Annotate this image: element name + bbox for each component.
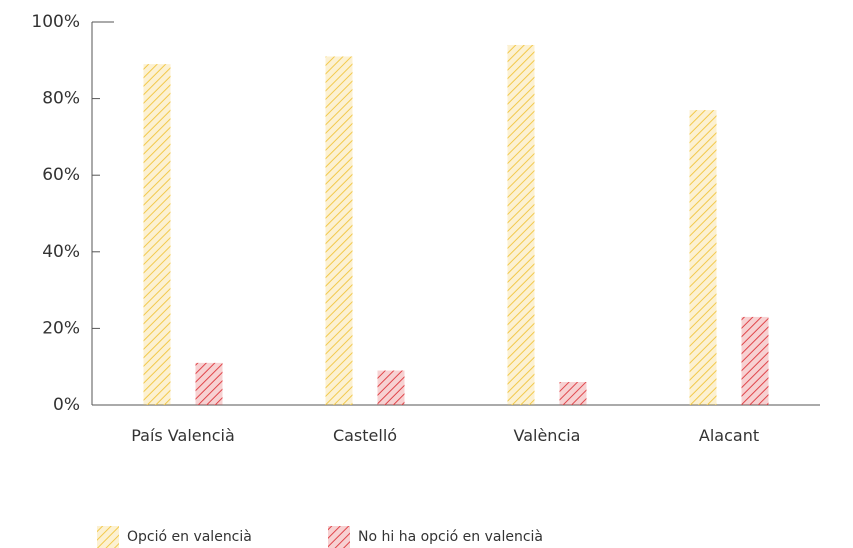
bar (325, 56, 353, 405)
y-tick-label: 0% (53, 395, 80, 415)
x-tick-label: Castelló (332, 426, 398, 445)
bar (143, 64, 171, 405)
y-tick-label: 40% (42, 242, 80, 262)
y-tick-label: 60% (42, 165, 80, 185)
y-tick-label: 80% (42, 89, 80, 109)
x-tick-label: País Valencià (131, 426, 235, 445)
bar (689, 110, 717, 405)
legend-label: Opció en valencià (127, 529, 252, 545)
legend-swatch (97, 526, 119, 548)
legend-swatch (328, 526, 350, 548)
bar (377, 370, 405, 405)
legend-label: No hi ha opció en valencià (358, 529, 543, 545)
y-tick-label: 100% (31, 12, 80, 32)
x-tick-label: València (513, 426, 581, 445)
bar (559, 382, 587, 405)
bar (507, 44, 535, 405)
bar (195, 362, 223, 405)
bar (741, 316, 769, 405)
y-tick-label: 20% (42, 318, 80, 338)
x-tick-label: Alacant (698, 426, 760, 445)
